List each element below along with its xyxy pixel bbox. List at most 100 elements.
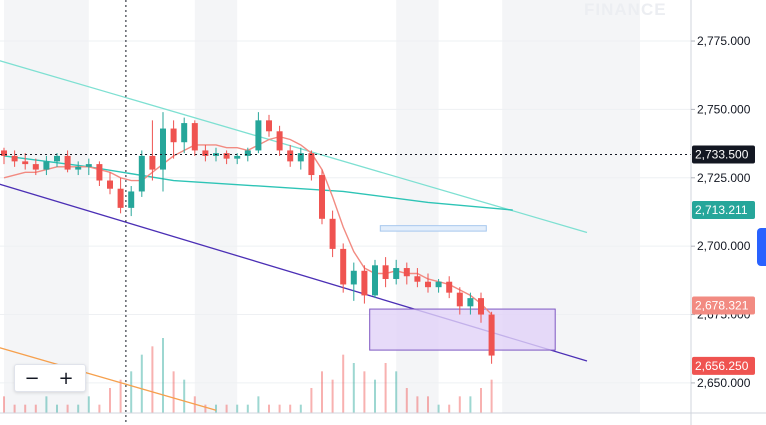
volume-bar xyxy=(437,404,440,413)
candle-body xyxy=(22,161,29,165)
candle-body xyxy=(85,164,92,167)
candle-body xyxy=(425,281,431,288)
candle-body xyxy=(75,166,82,170)
session-band-1 xyxy=(194,0,238,413)
candle-body xyxy=(446,281,453,293)
candle-body xyxy=(266,120,272,132)
volume-bar xyxy=(98,404,101,413)
candle-body xyxy=(191,123,198,151)
price-tick-label: 2,725.000 xyxy=(697,171,751,185)
volume-bar xyxy=(140,354,143,413)
volume-bar xyxy=(172,371,175,413)
candle-body xyxy=(287,150,294,162)
volume-bar xyxy=(268,404,270,413)
volume-bar xyxy=(56,404,58,413)
volume-bar xyxy=(405,388,408,413)
price-tick-label: 2,775.000 xyxy=(697,34,751,48)
volume-bar xyxy=(246,404,249,413)
volume-bar xyxy=(34,404,37,413)
volume-bar xyxy=(416,396,419,413)
volume-bar xyxy=(384,363,387,413)
volume-bar xyxy=(13,404,16,413)
session-band-3 xyxy=(502,0,640,413)
candle-body xyxy=(117,188,124,208)
candle-body xyxy=(456,292,463,307)
candle-body xyxy=(43,161,50,170)
volume-bar xyxy=(3,396,5,413)
candle-body xyxy=(350,270,357,285)
candle-body xyxy=(32,164,39,170)
volume-bar xyxy=(45,396,48,413)
price-tag xyxy=(692,356,755,375)
volume-bar xyxy=(215,404,217,413)
candle-body xyxy=(393,268,400,279)
volume-bar xyxy=(204,404,207,413)
price-tag-label: 2,656.250 xyxy=(695,359,749,373)
price-tick-label: 2,700.000 xyxy=(697,239,751,253)
candle-body xyxy=(54,155,60,162)
price-tag xyxy=(692,201,755,220)
candle-body xyxy=(414,276,421,282)
volume-bar xyxy=(374,379,376,413)
volume-bar xyxy=(24,404,27,413)
candle-body xyxy=(435,281,442,288)
candle-body xyxy=(234,155,241,159)
volume-bar xyxy=(77,404,80,413)
volume-bar xyxy=(490,379,493,413)
candle-body xyxy=(403,268,410,277)
candle-body xyxy=(128,191,135,208)
volume-bar xyxy=(427,396,429,413)
volume-bar xyxy=(151,346,154,413)
candle-body xyxy=(255,120,262,151)
candle-body xyxy=(138,155,145,192)
volume-bar xyxy=(109,388,111,413)
watermark: FINANCE xyxy=(584,0,667,19)
volume-bar xyxy=(363,371,366,413)
volume-bar xyxy=(299,404,302,413)
session-band-2 xyxy=(396,0,439,413)
volume-bar xyxy=(119,379,122,413)
volume-bar xyxy=(310,388,313,413)
zoom-in-button[interactable]: + xyxy=(58,367,74,389)
volume-bar xyxy=(87,396,90,413)
volume-bar xyxy=(183,379,186,413)
volume-bar xyxy=(162,338,164,413)
volume-bar xyxy=(225,404,228,413)
price-tick-label: 2,650.000 xyxy=(697,376,751,390)
price-tick-label: 2,750.000 xyxy=(697,102,751,116)
candle-body xyxy=(308,153,315,176)
candle-body xyxy=(372,265,378,296)
candle-body xyxy=(297,153,304,162)
candle-body xyxy=(244,150,251,156)
price-tag-label: 2,678.321 xyxy=(695,298,749,312)
volume-bar xyxy=(321,371,323,413)
price-tag xyxy=(692,296,755,315)
volume-bar xyxy=(458,396,461,413)
volume-bar xyxy=(342,354,345,413)
side-panel-toggle[interactable] xyxy=(757,228,766,266)
volume-bar xyxy=(278,404,281,413)
volume-bar xyxy=(448,404,451,413)
candle-body xyxy=(223,153,230,159)
session-band-0 xyxy=(4,0,89,413)
volume-bar xyxy=(66,404,69,413)
volume-bar xyxy=(352,363,355,413)
candle-body xyxy=(202,150,209,156)
candle-body xyxy=(329,218,336,249)
candle-body xyxy=(319,175,325,219)
candle-body xyxy=(340,248,347,285)
candle-body xyxy=(467,298,474,307)
candle-body xyxy=(181,123,188,143)
candle-body xyxy=(64,155,71,170)
candle-body xyxy=(382,265,389,279)
volume-bar xyxy=(257,396,260,413)
candle-body xyxy=(276,131,283,151)
candle-body xyxy=(96,164,103,181)
volume-bar xyxy=(469,396,472,413)
volume-bar xyxy=(331,379,334,413)
zoom-out-button[interactable]: − xyxy=(24,367,40,389)
volume-bar xyxy=(480,388,482,413)
zone-rectangle xyxy=(369,308,556,351)
candle-body xyxy=(149,155,156,170)
